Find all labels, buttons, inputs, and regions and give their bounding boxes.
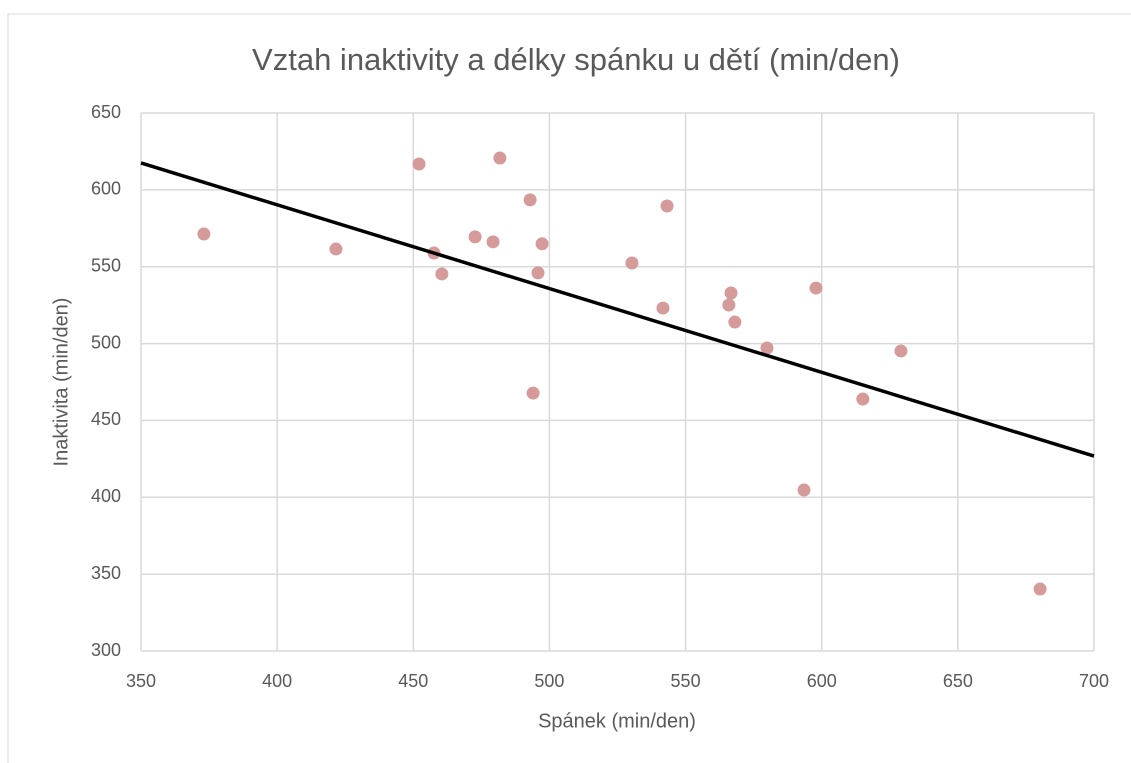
point: [656, 301, 670, 315]
chart-border: [7, 13, 1131, 763]
y-tick-label: 650: [91, 102, 121, 122]
x-tick-label: 650: [943, 671, 973, 691]
point: [728, 315, 742, 329]
y-axis-title: Inaktivita (min/den): [50, 298, 72, 467]
x-axis-title: Spánek (min/den): [538, 710, 696, 732]
point: [531, 266, 545, 280]
x-tick-label: 400: [262, 671, 292, 691]
point: [722, 298, 736, 312]
point: [625, 256, 639, 270]
point: [197, 227, 211, 241]
point: [1033, 582, 1047, 596]
y-tick-label: 350: [91, 563, 121, 583]
point: [894, 344, 908, 358]
x-tick-label: 550: [671, 671, 701, 691]
x-tick-label: 450: [398, 671, 428, 691]
point: [797, 483, 811, 497]
point: [760, 341, 774, 355]
y-tick-label: 300: [91, 640, 121, 660]
x-tick-label: 600: [807, 671, 837, 691]
point: [493, 151, 507, 165]
point: [412, 157, 426, 171]
y-tick-label: 600: [91, 179, 121, 199]
point: [329, 242, 343, 256]
x-tick-label: 350: [126, 671, 156, 691]
point: [526, 386, 540, 400]
y-tick-label: 550: [91, 255, 121, 275]
point: [856, 392, 870, 406]
y-tick-label: 450: [91, 409, 121, 429]
x-tick-label: 700: [1079, 671, 1109, 691]
point: [523, 193, 537, 207]
trendline: [140, 161, 1095, 458]
point: [486, 235, 500, 249]
x-tick-label: 500: [534, 671, 564, 691]
point: [468, 230, 482, 244]
point: [435, 267, 449, 281]
point: [660, 199, 674, 213]
point: [724, 286, 738, 300]
chart-title: Vztah inaktivity a délky spánku u dětí (…: [252, 42, 900, 77]
point: [535, 237, 549, 251]
point: [809, 281, 823, 295]
y-tick-label: 500: [91, 332, 121, 352]
y-tick-label: 400: [91, 486, 121, 506]
